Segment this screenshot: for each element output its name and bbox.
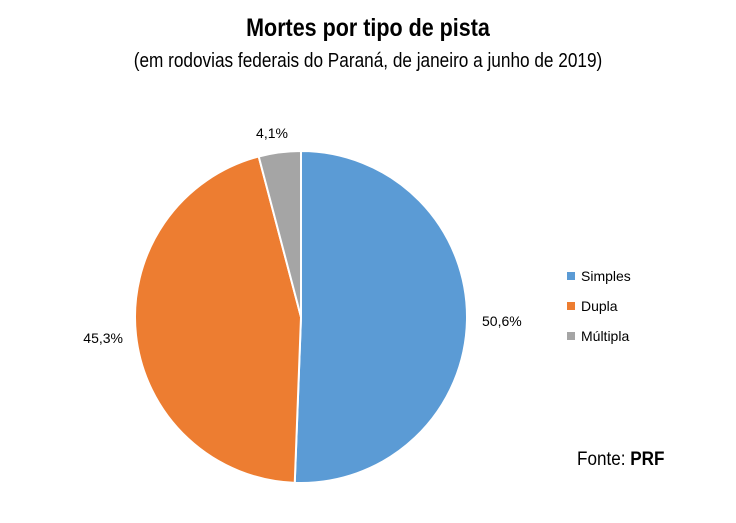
- pie-slice-multipla: [257, 149, 302, 318]
- pie-slice-dupla: [134, 155, 303, 484]
- source-note: Fonte: PRF: [577, 449, 664, 471]
- legend-label: Simples: [581, 268, 631, 284]
- data-label-multipla: 4,1%: [256, 125, 288, 141]
- legend-swatch: [567, 272, 575, 280]
- data-label-dupla: 45,3%: [83, 330, 123, 346]
- legend-swatch: [567, 302, 575, 310]
- legend-swatch: [567, 332, 575, 340]
- chart-title: Mortes por tipo de pista: [246, 14, 490, 42]
- legend-label: Dupla: [581, 298, 618, 314]
- legend: Simples Dupla Múltipla: [567, 266, 727, 356]
- legend-label: Múltipla: [581, 328, 630, 344]
- legend-item-dupla: Dupla: [567, 296, 727, 316]
- source-label: Fonte:: [577, 449, 626, 470]
- legend-item-simples: Simples: [567, 266, 727, 286]
- source-value: PRF: [630, 449, 665, 470]
- chart-subtitle: (em rodovias federais do Paraná, de jane…: [133, 50, 603, 72]
- legend-item-multipla: Múltipla: [567, 326, 727, 346]
- pie-value-labels: 50,6% 45,3% 4,1%: [83, 125, 521, 346]
- pie-slices: [134, 149, 468, 484]
- pie-slice-simples: [293, 149, 468, 484]
- data-label-simples: 50,6%: [482, 313, 522, 329]
